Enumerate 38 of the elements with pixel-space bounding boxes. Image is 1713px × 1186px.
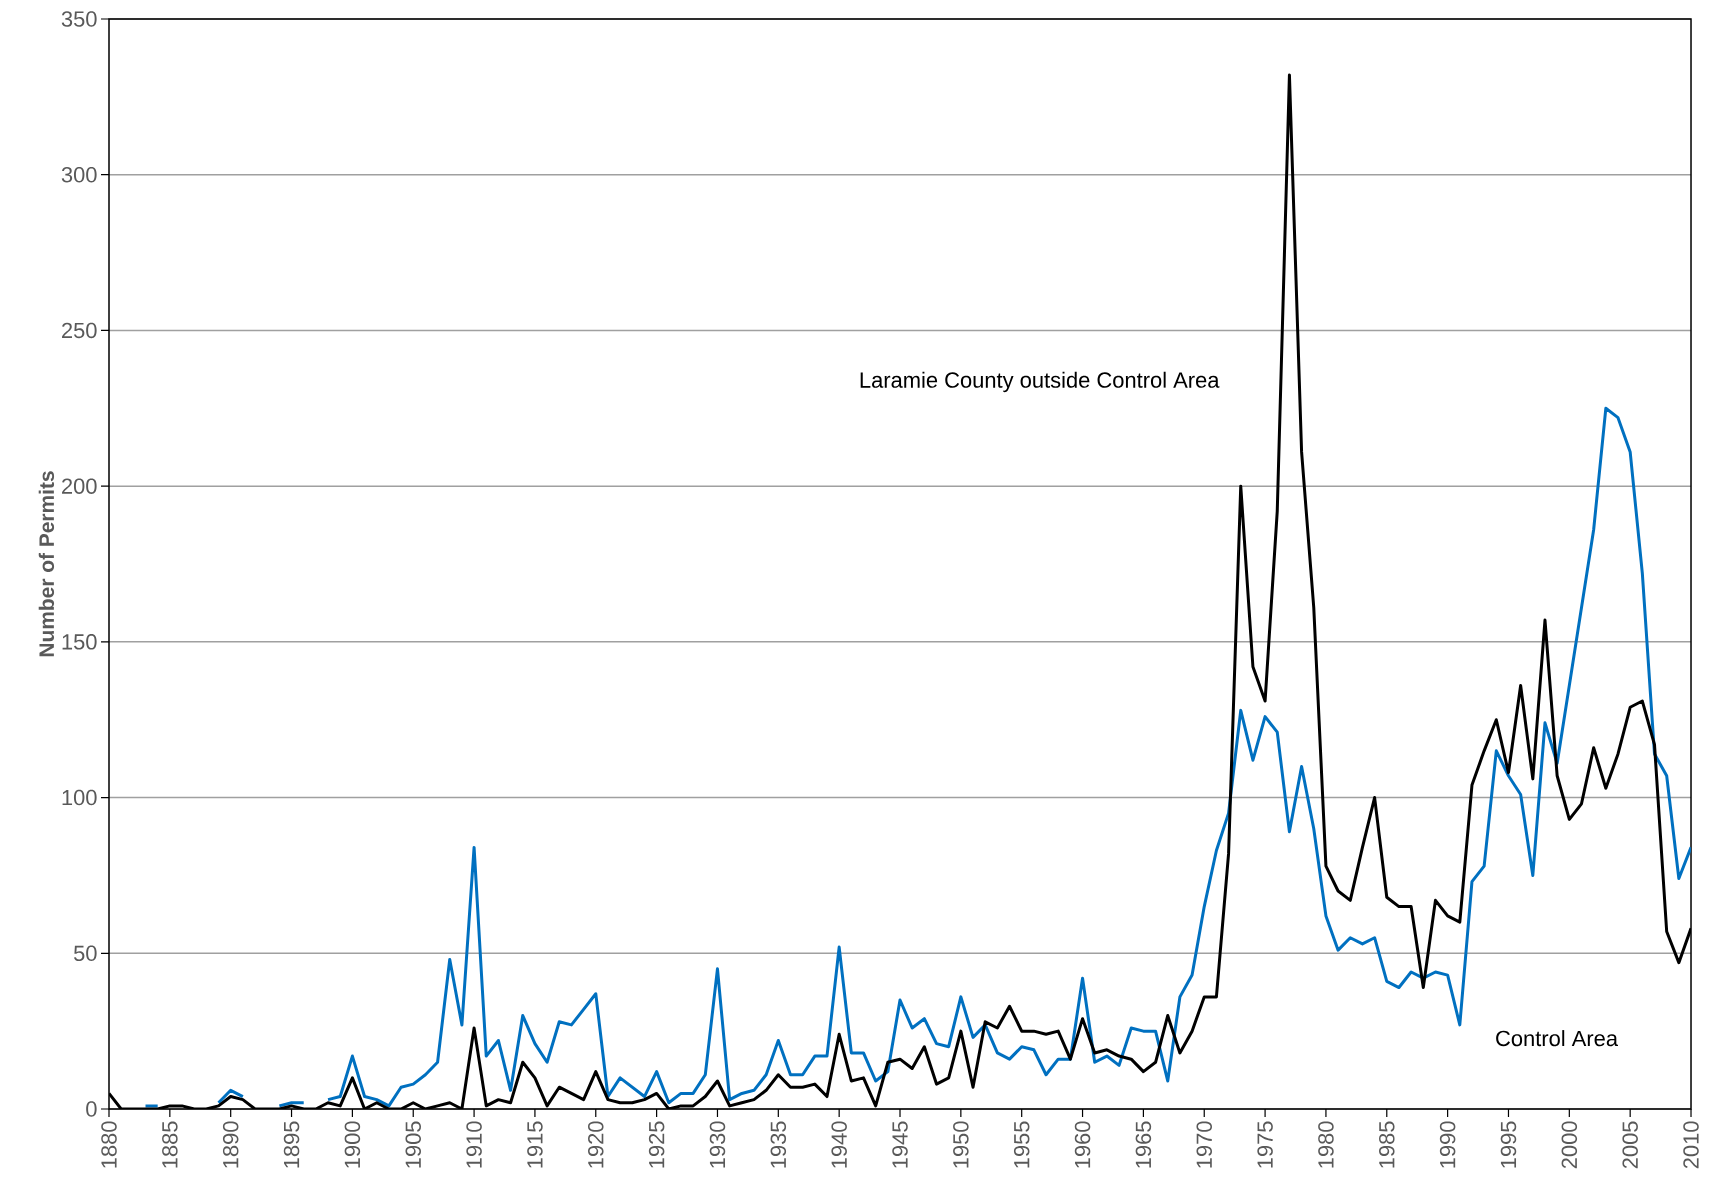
x-tick-label: 1990 <box>1439 1121 1456 1168</box>
x-tick-label: 1940 <box>831 1121 847 1168</box>
x-tick-label: 1930 <box>709 1121 726 1168</box>
y-tick-label: 50 <box>73 945 97 962</box>
x-tick-label: 1915 <box>527 1121 543 1168</box>
x-tick-label: 1890 <box>222 1121 239 1168</box>
y-tick-label: 150 <box>62 634 97 650</box>
x-tick-label: 1950 <box>953 1121 969 1168</box>
y-tick-label: 100 <box>62 789 97 806</box>
x-tick-label: 1920 <box>588 1121 604 1168</box>
x-tick-label: 1910 <box>466 1121 482 1168</box>
x-tick-label: 1885 <box>162 1121 178 1168</box>
y-tick-label: 300 <box>61 166 97 183</box>
y-axis-title: Number of Permits <box>38 471 55 657</box>
x-tick-label: 1970 <box>1196 1121 1212 1168</box>
x-tick-label: 1975 <box>1257 1121 1273 1168</box>
x-tick-label: 1965 <box>1135 1121 1152 1168</box>
x-tick-label: 1935 <box>770 1121 787 1168</box>
x-tick-label: 1985 <box>1379 1121 1395 1168</box>
x-tick-label: 2000 <box>1561 1121 1578 1169</box>
x-tick-label: 1880 <box>101 1121 117 1168</box>
x-tick-label: 1995 <box>1500 1121 1517 1168</box>
x-tick-label: 1955 <box>1013 1121 1030 1168</box>
x-tick-label: 1895 <box>283 1121 300 1168</box>
x-tick-label: 1925 <box>648 1121 665 1168</box>
x-tick-label: 2010 <box>1683 1121 1699 1169</box>
x-tick-label: 1980 <box>1318 1121 1334 1168</box>
x-tick-label: 2005 <box>1622 1121 1638 1169</box>
y-tick-label: 250 <box>62 322 97 339</box>
series-label: Control Area <box>1496 1030 1619 1047</box>
y-tick-label: 0 <box>86 1101 97 1117</box>
x-tick-label: 1945 <box>892 1121 908 1168</box>
text: Laramie County outside Control Area <box>860 371 1220 393</box>
x-tick-label: 1900 <box>344 1121 361 1168</box>
y-tick-label: 200 <box>62 478 97 494</box>
y-tick-label: 350 <box>61 11 97 27</box>
x-tick-label: 1960 <box>1074 1121 1091 1168</box>
x-tick-label: 1905 <box>405 1121 421 1168</box>
